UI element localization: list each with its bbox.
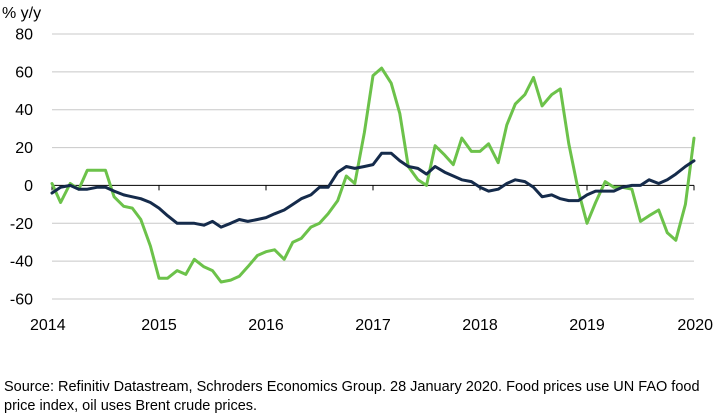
y-tick-label: -60 bbox=[10, 292, 33, 309]
y-tick-label: 40 bbox=[15, 102, 33, 119]
source-footnote: Source: Refinitiv Datastream, Schroders … bbox=[4, 379, 700, 414]
y-tick-label: -20 bbox=[10, 216, 33, 233]
y-tick-label: 20 bbox=[15, 140, 33, 157]
y-axis-label: % y/y bbox=[2, 5, 41, 22]
y-tick-label: 60 bbox=[15, 64, 33, 81]
series-lines bbox=[50, 66, 696, 284]
series-line-oil bbox=[50, 66, 696, 284]
y-tick-label: -40 bbox=[10, 254, 33, 271]
x-tick-label: 2016 bbox=[248, 317, 284, 334]
x-tick-label: 2014 bbox=[30, 317, 66, 334]
x-axis: 2014 2015 2016 2017 2018 2019 2020 bbox=[30, 184, 713, 334]
x-tick-label: 2017 bbox=[355, 317, 391, 334]
y-tick-label: 0 bbox=[24, 178, 33, 195]
x-tick-label: 2018 bbox=[462, 317, 498, 334]
x-tick-label: 2015 bbox=[141, 317, 177, 334]
x-tick-label: 2020 bbox=[677, 317, 713, 334]
y-axis: 80 60 40 20 0 -20 -40 -60 bbox=[10, 27, 33, 309]
series-line-global-food-prices bbox=[50, 151, 696, 229]
y-tick-label: 80 bbox=[15, 27, 33, 44]
gridlines bbox=[52, 33, 694, 300]
x-tick-label: 2019 bbox=[569, 317, 605, 334]
